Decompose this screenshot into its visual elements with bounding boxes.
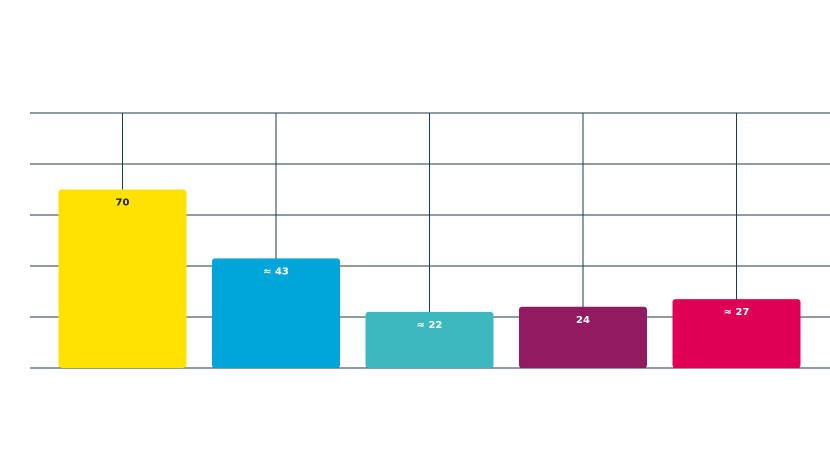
bar	[212, 258, 340, 368]
bar	[672, 299, 801, 368]
bar	[58, 189, 187, 368]
value-label: 24	[576, 315, 590, 326]
value-label: 70	[116, 198, 130, 209]
value-label: ≈ 43	[263, 266, 289, 277]
value-label: ≈ 27	[724, 307, 750, 318]
value-label: ≈ 22	[417, 320, 443, 331]
bar	[365, 311, 494, 368]
bar	[519, 306, 647, 368]
